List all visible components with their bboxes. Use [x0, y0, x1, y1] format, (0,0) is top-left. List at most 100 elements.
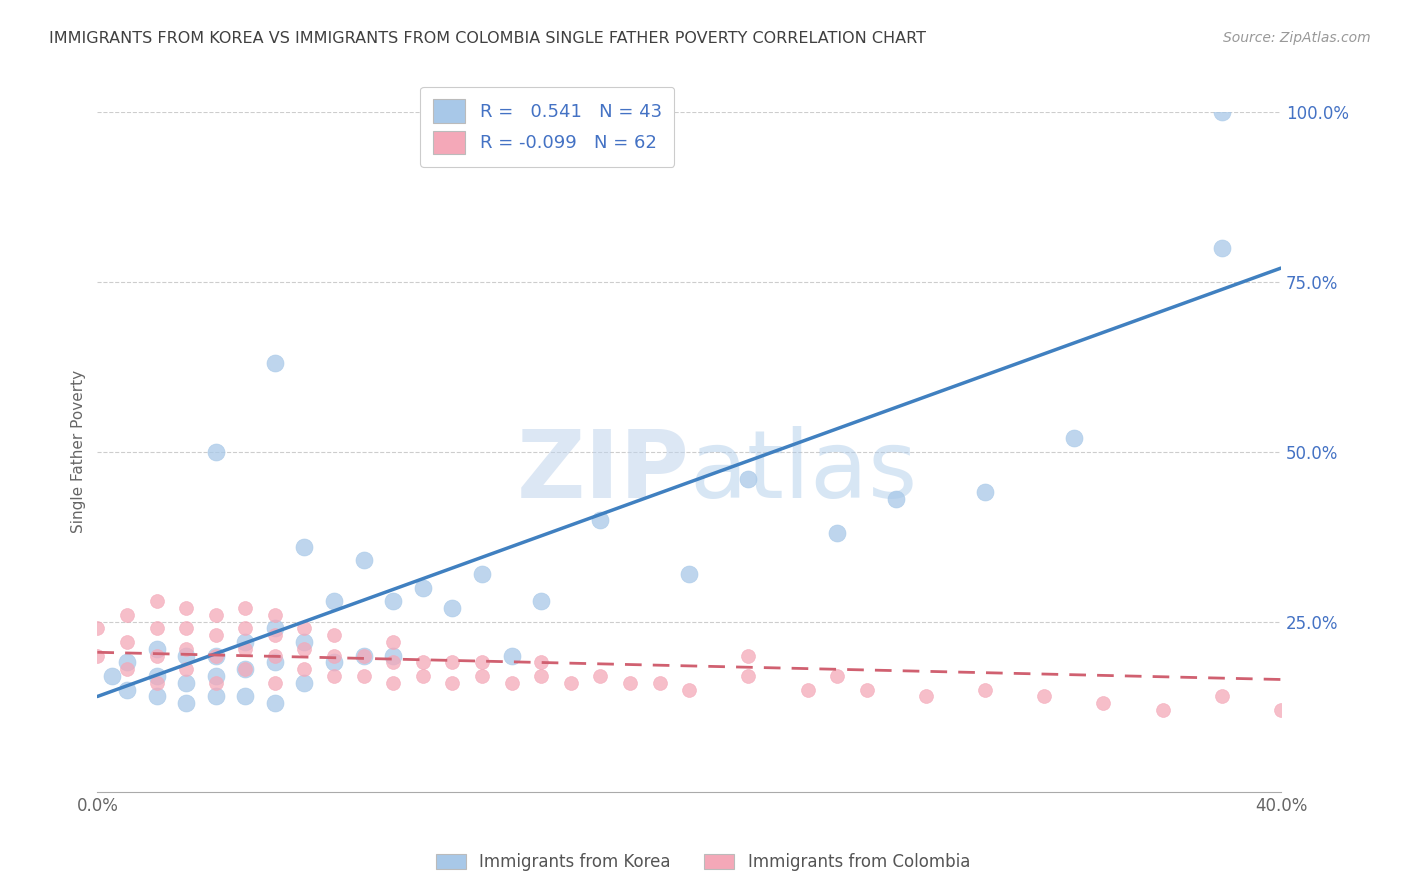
Point: [145, 641, 167, 656]
Point: [204, 444, 226, 458]
Point: [264, 356, 287, 370]
Point: [382, 635, 405, 649]
Point: [530, 656, 553, 670]
Point: [353, 553, 375, 567]
Point: [204, 628, 226, 642]
Point: [145, 690, 167, 704]
Point: [501, 648, 523, 663]
Point: [530, 594, 553, 608]
Point: [382, 594, 405, 608]
Text: Source: ZipAtlas.com: Source: ZipAtlas.com: [1223, 31, 1371, 45]
Point: [619, 676, 641, 690]
Point: [884, 492, 907, 507]
Point: [233, 635, 256, 649]
Point: [145, 648, 167, 663]
Point: [530, 669, 553, 683]
Y-axis label: Single Father Poverty: Single Father Poverty: [72, 370, 86, 533]
Point: [412, 581, 434, 595]
Point: [855, 682, 877, 697]
Point: [204, 648, 226, 663]
Point: [1063, 431, 1085, 445]
Point: [1211, 690, 1233, 704]
Point: [323, 628, 346, 642]
Point: [233, 601, 256, 615]
Point: [115, 662, 138, 676]
Point: [145, 676, 167, 690]
Point: [294, 540, 316, 554]
Point: [678, 682, 700, 697]
Point: [174, 696, 197, 710]
Point: [145, 594, 167, 608]
Point: [825, 526, 848, 541]
Point: [294, 622, 316, 636]
Point: [974, 682, 997, 697]
Point: [1152, 703, 1174, 717]
Point: [737, 472, 759, 486]
Point: [294, 641, 316, 656]
Point: [441, 601, 464, 615]
Point: [441, 676, 464, 690]
Point: [825, 669, 848, 683]
Point: [353, 648, 375, 663]
Point: [264, 628, 287, 642]
Point: [233, 662, 256, 676]
Point: [264, 656, 287, 670]
Point: [323, 594, 346, 608]
Point: [412, 656, 434, 670]
Point: [174, 601, 197, 615]
Point: [115, 607, 138, 622]
Point: [648, 676, 671, 690]
Point: [974, 485, 997, 500]
Point: [678, 567, 700, 582]
Point: [501, 676, 523, 690]
Point: [323, 648, 346, 663]
Point: [233, 622, 256, 636]
Point: [323, 656, 346, 670]
Point: [233, 690, 256, 704]
Point: [204, 690, 226, 704]
Point: [264, 648, 287, 663]
Point: [233, 641, 256, 656]
Point: [264, 696, 287, 710]
Point: [1092, 696, 1115, 710]
Point: [915, 690, 938, 704]
Point: [441, 656, 464, 670]
Point: [353, 648, 375, 663]
Point: [323, 669, 346, 683]
Point: [174, 622, 197, 636]
Point: [382, 648, 405, 663]
Point: [204, 669, 226, 683]
Point: [353, 669, 375, 683]
Text: atlas: atlas: [689, 426, 917, 518]
Point: [294, 662, 316, 676]
Point: [174, 662, 197, 676]
Point: [174, 676, 197, 690]
Point: [471, 669, 494, 683]
Point: [1270, 703, 1292, 717]
Point: [1211, 241, 1233, 255]
Point: [204, 648, 226, 663]
Point: [382, 676, 405, 690]
Point: [174, 641, 197, 656]
Point: [294, 676, 316, 690]
Point: [86, 648, 108, 663]
Point: [471, 567, 494, 582]
Point: [145, 622, 167, 636]
Point: [115, 656, 138, 670]
Point: [1033, 690, 1056, 704]
Point: [589, 669, 612, 683]
Point: [204, 676, 226, 690]
Point: [471, 656, 494, 670]
Point: [204, 607, 226, 622]
Point: [264, 676, 287, 690]
Point: [412, 669, 434, 683]
Point: [145, 669, 167, 683]
Point: [737, 648, 759, 663]
Point: [264, 607, 287, 622]
Text: IMMIGRANTS FROM KOREA VS IMMIGRANTS FROM COLOMBIA SINGLE FATHER POVERTY CORRELAT: IMMIGRANTS FROM KOREA VS IMMIGRANTS FROM…: [49, 31, 927, 46]
Point: [294, 635, 316, 649]
Point: [233, 662, 256, 676]
Point: [264, 622, 287, 636]
Legend: R =   0.541   N = 43, R = -0.099   N = 62: R = 0.541 N = 43, R = -0.099 N = 62: [420, 87, 675, 167]
Point: [101, 669, 124, 683]
